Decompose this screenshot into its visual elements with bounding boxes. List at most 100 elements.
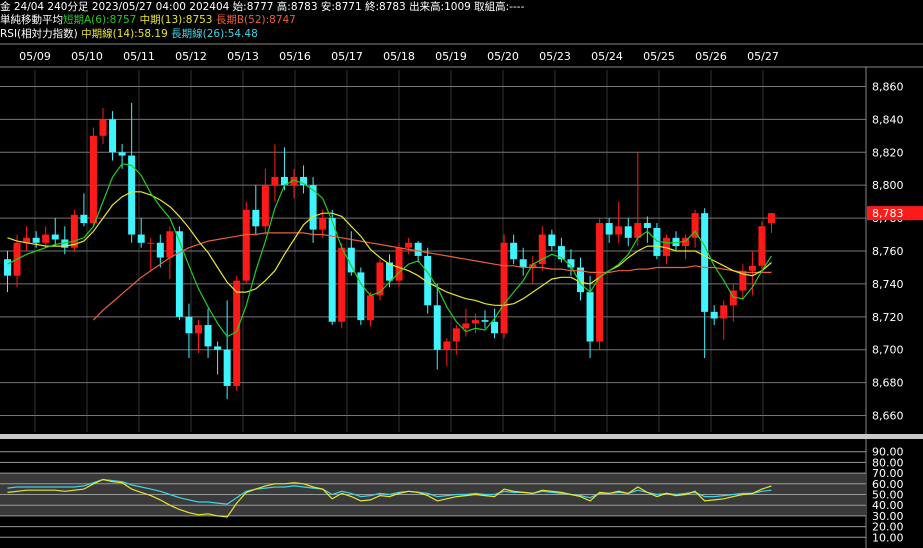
candle-body — [290, 176, 298, 186]
panel-divider — [0, 434, 923, 439]
candle-body — [682, 237, 690, 247]
rsi-mid-line — [7, 478, 772, 518]
candle-body — [634, 223, 642, 238]
rsi-long-label: 長期線(26):54.48 — [171, 28, 258, 40]
ma-mid-label: 中期(13):8753 — [139, 14, 213, 26]
candle-body — [405, 242, 413, 248]
rsi-legend: RSI(相対力指数) 中期線(14):58.19 長期線(26):54.48 — [0, 27, 258, 41]
candle-body — [395, 247, 403, 281]
candle-body — [80, 214, 88, 224]
candle-body — [519, 259, 527, 268]
date-tick-label: 05/19 — [435, 50, 467, 63]
date-tick-label: 05/16 — [279, 50, 311, 63]
price-tick-label: 8,700 — [872, 344, 904, 357]
contract-info: 金 24/04 240分足 2023/05/27 04:00 202404 始:… — [0, 1, 525, 13]
candle-body — [99, 119, 107, 136]
rsi-tick-label: 70.00 — [872, 467, 904, 480]
candle-body — [156, 242, 164, 258]
price-tick-label: 8,840 — [872, 113, 904, 126]
candle-body — [214, 346, 222, 350]
candle-body — [42, 234, 50, 243]
ma-long-label: 長期B(52):8747 — [215, 14, 296, 26]
date-tick-label: 05/20 — [487, 50, 519, 63]
candle-body — [51, 234, 59, 240]
price-tick-label: 8,720 — [872, 311, 904, 324]
rsi-tick-label: 90.00 — [872, 446, 904, 459]
candle-body — [710, 311, 718, 319]
price-tick-label: 8,860 — [872, 80, 904, 93]
candle-body — [271, 176, 279, 186]
candle-body — [691, 213, 699, 238]
rsi-tick-label: 80.00 — [872, 456, 904, 469]
candle-body — [653, 227, 661, 256]
candle-body — [548, 234, 556, 247]
price-tick-label: 8,740 — [872, 278, 904, 291]
candle-body — [4, 259, 11, 276]
candle-body — [89, 135, 97, 224]
candle-body — [185, 316, 193, 334]
candle-body — [768, 213, 775, 224]
candle-body — [300, 176, 308, 186]
candle-body — [242, 209, 250, 281]
price-tick-label: 8,660 — [872, 410, 904, 423]
date-tick-label: 05/27 — [747, 50, 779, 63]
candle-body — [615, 226, 623, 235]
candle-body — [481, 320, 489, 322]
current-price-label: 8,783 — [872, 207, 904, 220]
candle-body — [61, 239, 69, 248]
candle-body — [319, 218, 327, 230]
candle-body — [643, 223, 651, 228]
current-price-tag — [867, 206, 923, 221]
ma-long-line — [93, 232, 772, 321]
candle-body — [758, 226, 766, 266]
candle-body — [452, 328, 460, 342]
candle-body — [624, 226, 632, 238]
candle-body — [510, 242, 518, 260]
date-tick-label: 05/12 — [175, 50, 207, 63]
candle-body — [338, 247, 346, 322]
price-tick-label: 8,760 — [872, 245, 904, 258]
candle-body — [720, 305, 728, 319]
candle-body — [672, 237, 680, 247]
rsi-tick-label: 10.00 — [872, 531, 904, 544]
candle-body — [433, 305, 441, 350]
candle-body — [424, 255, 432, 306]
candle-body — [328, 218, 336, 322]
candle-body — [147, 242, 155, 244]
ma-mid-line — [7, 191, 772, 306]
candle-body — [414, 242, 422, 256]
candle-body — [223, 349, 231, 386]
rsi-tick-label: 60.00 — [872, 478, 904, 491]
candle-body — [491, 321, 499, 334]
candle-body — [233, 280, 241, 386]
candle-body — [109, 119, 117, 153]
date-tick-label: 05/23 — [539, 50, 571, 63]
candle-body — [386, 262, 393, 281]
date-tick-label: 05/18 — [383, 50, 415, 63]
price-tick-label: 8,800 — [872, 179, 904, 192]
date-tick-label: 05/11 — [123, 50, 155, 63]
rsi-title: RSI(相対力指数) — [0, 28, 78, 40]
candle-body — [166, 231, 174, 258]
candle-body — [175, 231, 183, 317]
rsi-tick-label: 40.00 — [872, 499, 904, 512]
candle-body — [557, 246, 565, 260]
rsi-long-line — [7, 478, 772, 505]
candle-body — [280, 176, 288, 186]
candle-body — [195, 325, 202, 334]
candle-body — [605, 223, 613, 235]
candle-body — [471, 320, 479, 324]
candle-body — [538, 234, 546, 265]
candle-body — [443, 341, 451, 350]
candle-body — [261, 185, 269, 227]
candle-body — [462, 323, 470, 329]
chart-info-header: 金 24/04 240分足 2023/05/27 04:00 202404 始:… — [0, 0, 524, 14]
price-tick-label: 8,820 — [872, 146, 904, 159]
candle-body — [500, 242, 508, 334]
rsi-tick-label: 30.00 — [872, 510, 904, 523]
candle-body — [739, 270, 747, 291]
candle-body — [252, 209, 260, 227]
rsi-mid-label: 中期線(14):58.19 — [81, 28, 168, 40]
candle-body — [309, 185, 317, 230]
